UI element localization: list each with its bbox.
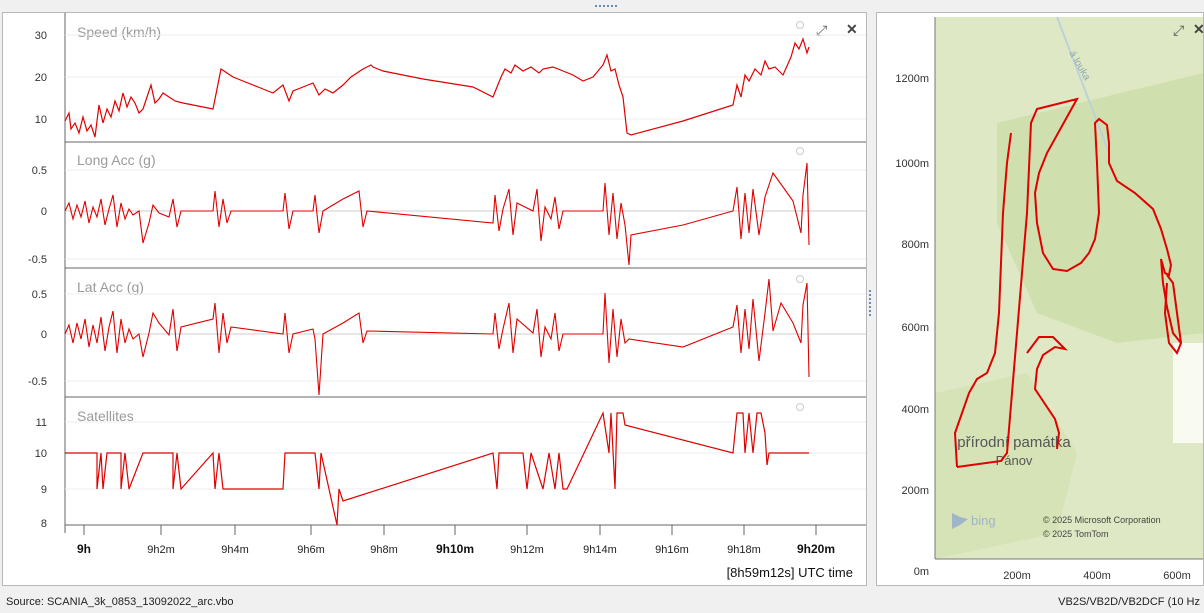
time-tick-label: 9h10m	[436, 542, 474, 556]
splitter-handle-top[interactable]	[595, 5, 617, 11]
y-tick-label: 11	[36, 417, 47, 429]
map-expand-icon[interactable]: ⤢	[1173, 22, 1185, 38]
map-close-icon[interactable]: ✕	[1193, 21, 1204, 37]
map-copyright: © 2025 TomTom	[1043, 529, 1109, 539]
map-track	[1163, 274, 1183, 355]
status-bar: Source: SCANIA_3k_0853_13092022_arc.vbo …	[0, 592, 1204, 613]
y-tick-label: 9	[41, 484, 47, 496]
time-tick-label: 9h6m	[297, 544, 325, 556]
time-tick-label: 9h4m	[221, 544, 249, 556]
long-acc-chart-marker	[796, 147, 804, 155]
y-tick-label: 0.5	[32, 165, 47, 177]
map-forest-area	[935, 373, 1077, 559]
y-tick-label: 10	[35, 448, 47, 460]
bing-logo: bing	[952, 513, 996, 529]
long-acc-trace	[64, 162, 810, 266]
map-panel: á louka přírodní památka Pánov 1200m 100…	[876, 12, 1204, 586]
splitter-handle-vertical[interactable]	[869, 290, 874, 316]
time-tick-label: 9h18m	[727, 544, 761, 556]
bing-logo-text: bing	[971, 513, 996, 528]
map-forest-area	[997, 73, 1203, 343]
time-tick-label: 9h8m	[370, 544, 398, 556]
y-tick-label: -0.5	[28, 254, 47, 266]
satellites-chart-title: Satellites	[77, 408, 134, 424]
map-x-tick-label: 200m	[1003, 570, 1031, 582]
map-track	[953, 132, 1012, 468]
time-tick-label: 9h	[77, 542, 91, 556]
map-y-tick-label: 600m	[901, 322, 929, 334]
y-tick-label: 10	[35, 114, 47, 126]
map-x-tick-label: 600m	[1163, 570, 1191, 582]
map-y-tick-label: 1200m	[895, 73, 929, 85]
time-axis: 9h 9h2m 9h4m 9h6m 9h8m 9h10m 9h12m 9h14m…	[64, 525, 853, 580]
y-tick-label: 0.5	[32, 289, 47, 301]
map-y-tick-label: 0m	[914, 566, 929, 578]
bing-logo-icon	[952, 513, 968, 529]
satellites-trace	[65, 410, 809, 526]
y-tick-label: -0.5	[28, 376, 47, 388]
map-x-tick-label: 400m	[1083, 570, 1111, 582]
speed-chart-title: Speed (km/h)	[77, 24, 161, 40]
close-icon[interactable]: ✕	[846, 21, 858, 37]
lat-acc-chart-title: Lat Acc (g)	[77, 279, 144, 295]
map-place-name: přírodní památka	[957, 434, 1071, 451]
y-tick-label: 0	[41, 329, 47, 341]
map-y-tick-label: 400m	[901, 404, 929, 416]
speed-chart: Speed (km/h) 30 20 10	[35, 21, 866, 138]
time-tick-label: 9h20m	[797, 542, 835, 556]
map-track	[1026, 336, 1069, 450]
y-tick-label: 8	[41, 518, 47, 530]
map-svg: á louka přírodní památka Pánov 1200m 100…	[895, 16, 1203, 582]
source-file-label: Source: SCANIA_3k_0853_13092022_arc.vbo	[6, 596, 234, 608]
map-y-tick-label: 200m	[901, 485, 929, 497]
time-axis-caption: [8h59m12s] UTC time	[727, 565, 853, 580]
charts-panel: ⤢ ✕ Speed (km/h) 30 20 10	[2, 12, 867, 586]
lat-acc-chart-marker	[796, 275, 804, 283]
map-y-tick-label: 800m	[901, 239, 929, 251]
satellites-chart: Satellites 11 10 9 8	[35, 403, 866, 530]
time-tick-label: 9h16m	[655, 544, 689, 556]
speed-trace	[64, 37, 810, 138]
satellites-chart-marker	[796, 403, 804, 411]
time-tick-label: 9h14m	[583, 544, 617, 556]
y-tick-label: 20	[35, 72, 47, 84]
speed-chart-marker	[796, 21, 804, 29]
charts-svg: Speed (km/h) 30 20 10 Long Acc (g) 0.5 0	[28, 13, 866, 580]
expand-icon[interactable]: ⤢	[816, 22, 828, 38]
y-tick-label: 30	[35, 30, 47, 42]
map-copyright: © 2025 Microsoft Corporation	[1043, 515, 1161, 525]
y-tick-label: 0	[41, 206, 47, 218]
device-info-label: VB2S/VB2D/VB2DCF (10 Hz	[1058, 596, 1200, 608]
map-track	[956, 97, 1182, 468]
time-tick-label: 9h2m	[147, 544, 175, 556]
lat-acc-trace	[64, 278, 810, 396]
lat-acc-chart: Lat Acc (g) 0.5 0 -0.5	[28, 275, 866, 396]
long-acc-chart: Long Acc (g) 0.5 0 -0.5	[28, 147, 866, 266]
map-road	[1056, 16, 1110, 154]
long-acc-chart-title: Long Acc (g)	[77, 152, 156, 168]
map-building	[1173, 343, 1203, 443]
map-y-tick-label: 1000m	[895, 158, 929, 170]
time-tick-label: 9h12m	[510, 544, 544, 556]
